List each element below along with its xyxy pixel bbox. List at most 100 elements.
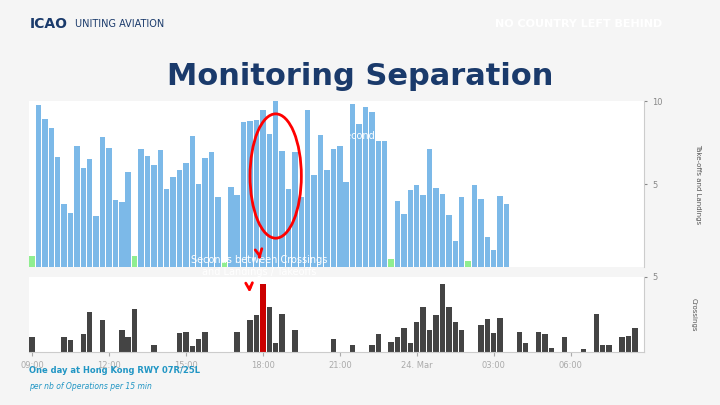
- Text: UNITING AVIATION: UNITING AVIATION: [75, 19, 164, 29]
- Bar: [408, 190, 413, 267]
- Bar: [42, 119, 48, 267]
- Bar: [581, 349, 586, 352]
- Bar: [318, 135, 323, 267]
- Bar: [94, 216, 99, 267]
- Bar: [61, 205, 67, 267]
- Bar: [626, 337, 631, 352]
- Bar: [119, 202, 125, 267]
- Bar: [183, 332, 189, 352]
- Bar: [427, 330, 432, 352]
- Bar: [125, 172, 131, 267]
- Bar: [177, 333, 182, 352]
- Bar: [253, 120, 259, 267]
- Bar: [433, 188, 438, 267]
- Bar: [164, 189, 169, 267]
- Bar: [472, 185, 477, 267]
- Bar: [388, 259, 394, 267]
- Bar: [632, 328, 637, 352]
- Bar: [48, 128, 54, 267]
- Bar: [177, 171, 182, 267]
- Bar: [196, 339, 202, 352]
- Bar: [478, 325, 484, 352]
- Bar: [395, 201, 400, 267]
- Bar: [145, 156, 150, 267]
- Bar: [36, 104, 41, 267]
- Bar: [498, 318, 503, 352]
- Bar: [273, 101, 279, 267]
- Bar: [158, 150, 163, 267]
- FancyArrowPatch shape: [256, 249, 262, 257]
- Text: ICAO: ICAO: [30, 17, 68, 31]
- Bar: [125, 337, 131, 352]
- Bar: [491, 333, 496, 352]
- Bar: [504, 204, 509, 267]
- Bar: [202, 332, 208, 352]
- FancyArrowPatch shape: [246, 283, 253, 290]
- Bar: [100, 320, 105, 352]
- Bar: [81, 168, 86, 267]
- Bar: [536, 332, 541, 352]
- Bar: [30, 337, 35, 352]
- Bar: [440, 194, 445, 267]
- Bar: [235, 333, 240, 352]
- Bar: [209, 152, 215, 267]
- Bar: [433, 315, 438, 352]
- Bar: [363, 107, 368, 267]
- Bar: [189, 136, 195, 267]
- Bar: [151, 345, 156, 352]
- Bar: [183, 163, 189, 267]
- Bar: [600, 345, 606, 352]
- Bar: [446, 215, 451, 267]
- Bar: [138, 149, 144, 267]
- Bar: [132, 309, 138, 352]
- Bar: [619, 337, 625, 352]
- Bar: [401, 328, 407, 352]
- Bar: [382, 141, 387, 267]
- Bar: [369, 112, 374, 267]
- Bar: [286, 189, 291, 267]
- Bar: [266, 307, 272, 352]
- Bar: [312, 175, 317, 267]
- Bar: [369, 345, 374, 352]
- Bar: [478, 199, 484, 267]
- Bar: [330, 339, 336, 352]
- Text: Monitoring Separation: Monitoring Separation: [167, 62, 553, 92]
- Y-axis label: Take-offs and Landings: Take-offs and Landings: [696, 144, 701, 224]
- Bar: [401, 214, 407, 267]
- Bar: [100, 137, 105, 267]
- Bar: [593, 314, 599, 352]
- Text: NO COUNTRY LEFT BEHIND: NO COUNTRY LEFT BEHIND: [495, 19, 662, 29]
- Y-axis label: Crossings: Crossings: [690, 298, 696, 331]
- Bar: [356, 124, 361, 267]
- Bar: [196, 184, 202, 267]
- Bar: [324, 170, 330, 267]
- Bar: [459, 330, 464, 352]
- Bar: [485, 237, 490, 267]
- Bar: [523, 343, 528, 352]
- Bar: [350, 345, 356, 352]
- Text: per nb of Operations per 15 min: per nb of Operations per 15 min: [29, 382, 152, 391]
- Bar: [222, 262, 227, 267]
- Bar: [247, 320, 253, 352]
- Bar: [549, 347, 554, 352]
- Bar: [414, 185, 420, 267]
- Bar: [112, 200, 118, 267]
- Bar: [171, 177, 176, 267]
- Bar: [215, 197, 221, 267]
- Bar: [279, 151, 285, 267]
- Bar: [235, 196, 240, 267]
- Bar: [408, 343, 413, 352]
- Bar: [74, 145, 80, 267]
- Bar: [55, 157, 60, 267]
- Bar: [30, 256, 35, 267]
- Bar: [279, 314, 285, 352]
- Bar: [305, 110, 310, 267]
- Bar: [189, 346, 195, 352]
- Bar: [241, 122, 246, 267]
- Bar: [606, 345, 612, 352]
- Bar: [459, 197, 464, 267]
- Bar: [132, 256, 138, 267]
- Bar: [343, 182, 349, 267]
- Bar: [420, 307, 426, 352]
- Bar: [388, 342, 394, 352]
